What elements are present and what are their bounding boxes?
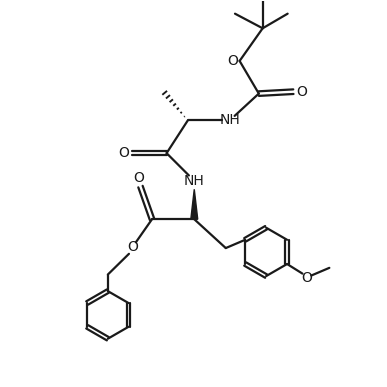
Text: O: O (227, 54, 238, 68)
Text: O: O (301, 271, 312, 285)
Text: NH: NH (184, 174, 205, 188)
Text: O: O (127, 240, 138, 254)
Text: NH: NH (220, 113, 240, 127)
Polygon shape (191, 189, 198, 219)
Text: O: O (296, 85, 307, 99)
Text: O: O (118, 146, 129, 160)
Text: O: O (133, 171, 144, 185)
